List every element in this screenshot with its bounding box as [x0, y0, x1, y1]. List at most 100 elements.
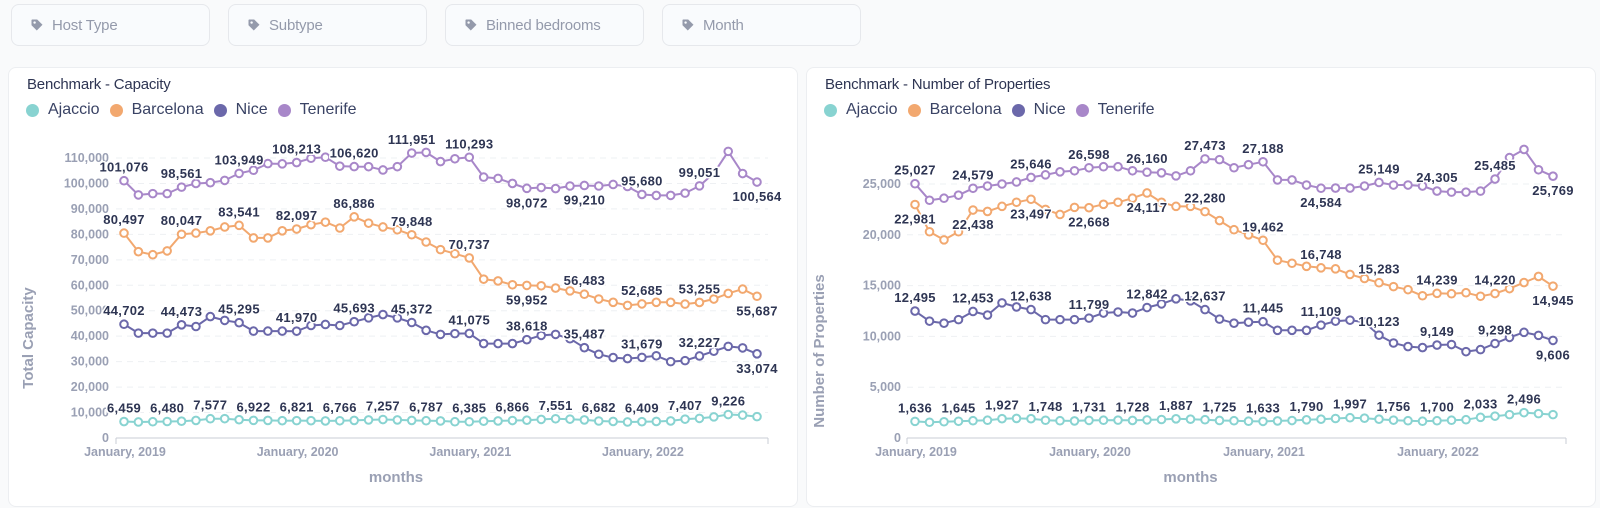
data-point-barcelona[interactable] [363, 218, 374, 228]
data-point-nice[interactable] [176, 319, 187, 330]
data-point-tenerife[interactable] [349, 161, 359, 172]
data-point-ajaccio[interactable] [234, 414, 244, 425]
data-point-nice[interactable] [737, 343, 748, 353]
data-point-ajaccio[interactable] [536, 414, 547, 425]
data-point-nice[interactable] [665, 356, 676, 367]
data-point-nice[interactable] [363, 313, 374, 323]
data-point-ajaccio[interactable] [464, 416, 475, 427]
data-point-barcelona[interactable] [709, 294, 719, 304]
filter-subtype[interactable]: Subtype [228, 4, 427, 46]
data-point-barcelona[interactable] [1084, 202, 1094, 213]
data-point-nice[interactable] [464, 328, 475, 339]
data-point-barcelona[interactable] [1069, 202, 1080, 213]
filter-binned-bedrooms[interactable]: Binned bedrooms [445, 4, 644, 46]
legend-item-ajaccio[interactable]: Ajaccio [824, 101, 898, 119]
data-point-nice[interactable] [334, 320, 345, 331]
data-point-barcelona[interactable] [1475, 291, 1486, 302]
data-point-tenerife[interactable] [723, 146, 734, 157]
data-point-tenerife[interactable] [939, 193, 949, 204]
data-point-nice[interactable] [1490, 338, 1500, 349]
data-point-nice[interactable] [1533, 330, 1544, 341]
data-point-nice[interactable] [1287, 325, 1297, 336]
data-point-barcelona[interactable] [622, 300, 633, 311]
data-point-tenerife[interactable] [1142, 167, 1152, 178]
data-point-ajaccio[interactable] [1084, 415, 1094, 426]
data-point-barcelona[interactable] [953, 226, 964, 237]
data-point-tenerife[interactable] [320, 152, 331, 163]
chart-title[interactable]: Benchmark - Capacity [27, 76, 171, 93]
data-point-tenerife[interactable] [1026, 172, 1036, 183]
data-point-barcelona[interactable] [334, 223, 345, 233]
data-point-tenerife[interactable] [277, 159, 288, 169]
data-point-nice[interactable] [277, 326, 288, 336]
data-point-ajaccio[interactable] [119, 416, 129, 427]
data-point-ajaccio[interactable] [450, 416, 460, 427]
data-point-ajaccio[interactable] [1432, 415, 1442, 426]
data-point-ajaccio[interactable] [637, 416, 647, 427]
filter-host-type[interactable]: Host Type [11, 4, 210, 46]
data-point-ajaccio[interactable] [263, 415, 273, 426]
data-point-nice[interactable] [147, 328, 158, 338]
data-point-tenerife[interactable] [306, 153, 316, 164]
data-point-tenerife[interactable] [162, 188, 172, 199]
data-point-tenerife[interactable] [1504, 152, 1515, 163]
data-point-nice[interactable] [1098, 308, 1109, 318]
data-point-ajaccio[interactable] [1229, 415, 1239, 426]
data-point-nice[interactable] [133, 328, 144, 338]
data-point-nice[interactable] [522, 334, 532, 345]
data-point-nice[interactable] [1316, 320, 1326, 330]
data-point-ajaccio[interactable] [1330, 413, 1341, 424]
data-point-nice[interactable] [1142, 302, 1152, 313]
data-point-tenerife[interactable] [1127, 165, 1138, 176]
data-point-barcelona[interactable] [263, 233, 273, 243]
data-point-nice[interactable] [694, 351, 705, 361]
data-point-barcelona[interactable] [565, 286, 575, 296]
data-point-barcelona[interactable] [119, 228, 129, 238]
data-point-nice[interactable] [1113, 307, 1123, 317]
data-point-barcelona[interactable] [1229, 224, 1239, 235]
data-point-nice[interactable] [1417, 342, 1428, 353]
data-point-barcelona[interactable] [1490, 288, 1500, 299]
data-point-barcelona[interactable] [1055, 209, 1065, 220]
data-point-nice[interactable] [1026, 304, 1036, 315]
data-point-barcelona[interactable] [680, 299, 690, 309]
data-point-ajaccio[interactable] [1461, 414, 1471, 425]
data-point-barcelona[interactable] [665, 297, 676, 308]
data-point-ajaccio[interactable] [291, 415, 302, 426]
data-point-nice[interactable] [1403, 341, 1413, 352]
data-point-tenerife[interactable] [234, 168, 244, 179]
data-point-tenerife[interactable] [1403, 180, 1413, 190]
data-point-ajaccio[interactable] [1098, 415, 1109, 426]
data-point-barcelona[interactable] [1098, 199, 1109, 210]
data-point-ajaccio[interactable] [176, 416, 187, 427]
data-point-nice[interactable] [1069, 314, 1080, 325]
data-point-tenerife[interactable] [1359, 181, 1370, 191]
data-point-barcelona[interactable] [1417, 290, 1428, 301]
data-point-tenerife[interactable] [1055, 167, 1065, 177]
data-point-ajaccio[interactable] [306, 415, 316, 426]
data-point-nice[interactable] [378, 309, 388, 320]
data-point-tenerife[interactable] [1446, 187, 1457, 197]
data-point-barcelona[interactable] [924, 226, 935, 237]
data-point-barcelona[interactable] [234, 220, 244, 231]
data-point-nice[interactable] [1548, 335, 1558, 346]
data-point-barcelona[interactable] [478, 274, 489, 284]
data-point-ajaccio[interactable] [1287, 415, 1297, 426]
data-point-ajaccio[interactable] [1519, 407, 1529, 418]
data-point-ajaccio[interactable] [709, 412, 719, 422]
data-point-nice[interactable] [1040, 314, 1051, 325]
data-point-ajaccio[interactable] [435, 416, 446, 426]
data-point-tenerife[interactable] [378, 165, 388, 175]
data-point-ajaccio[interactable] [565, 414, 575, 424]
data-point-ajaccio[interactable] [1200, 414, 1210, 425]
data-point-tenerife[interactable] [334, 161, 345, 171]
data-point-barcelona[interactable] [1519, 277, 1529, 288]
data-point-nice[interactable] [997, 298, 1007, 308]
legend-item-barcelona[interactable]: Barcelona [907, 101, 1002, 119]
data-point-ajaccio[interactable] [133, 417, 144, 427]
data-point-tenerife[interactable] [507, 178, 518, 189]
data-point-nice[interactable] [1272, 325, 1283, 336]
data-point-barcelona[interactable] [1388, 281, 1399, 292]
data-point-barcelona[interactable] [291, 224, 302, 234]
data-point-barcelona[interactable] [1272, 255, 1283, 265]
